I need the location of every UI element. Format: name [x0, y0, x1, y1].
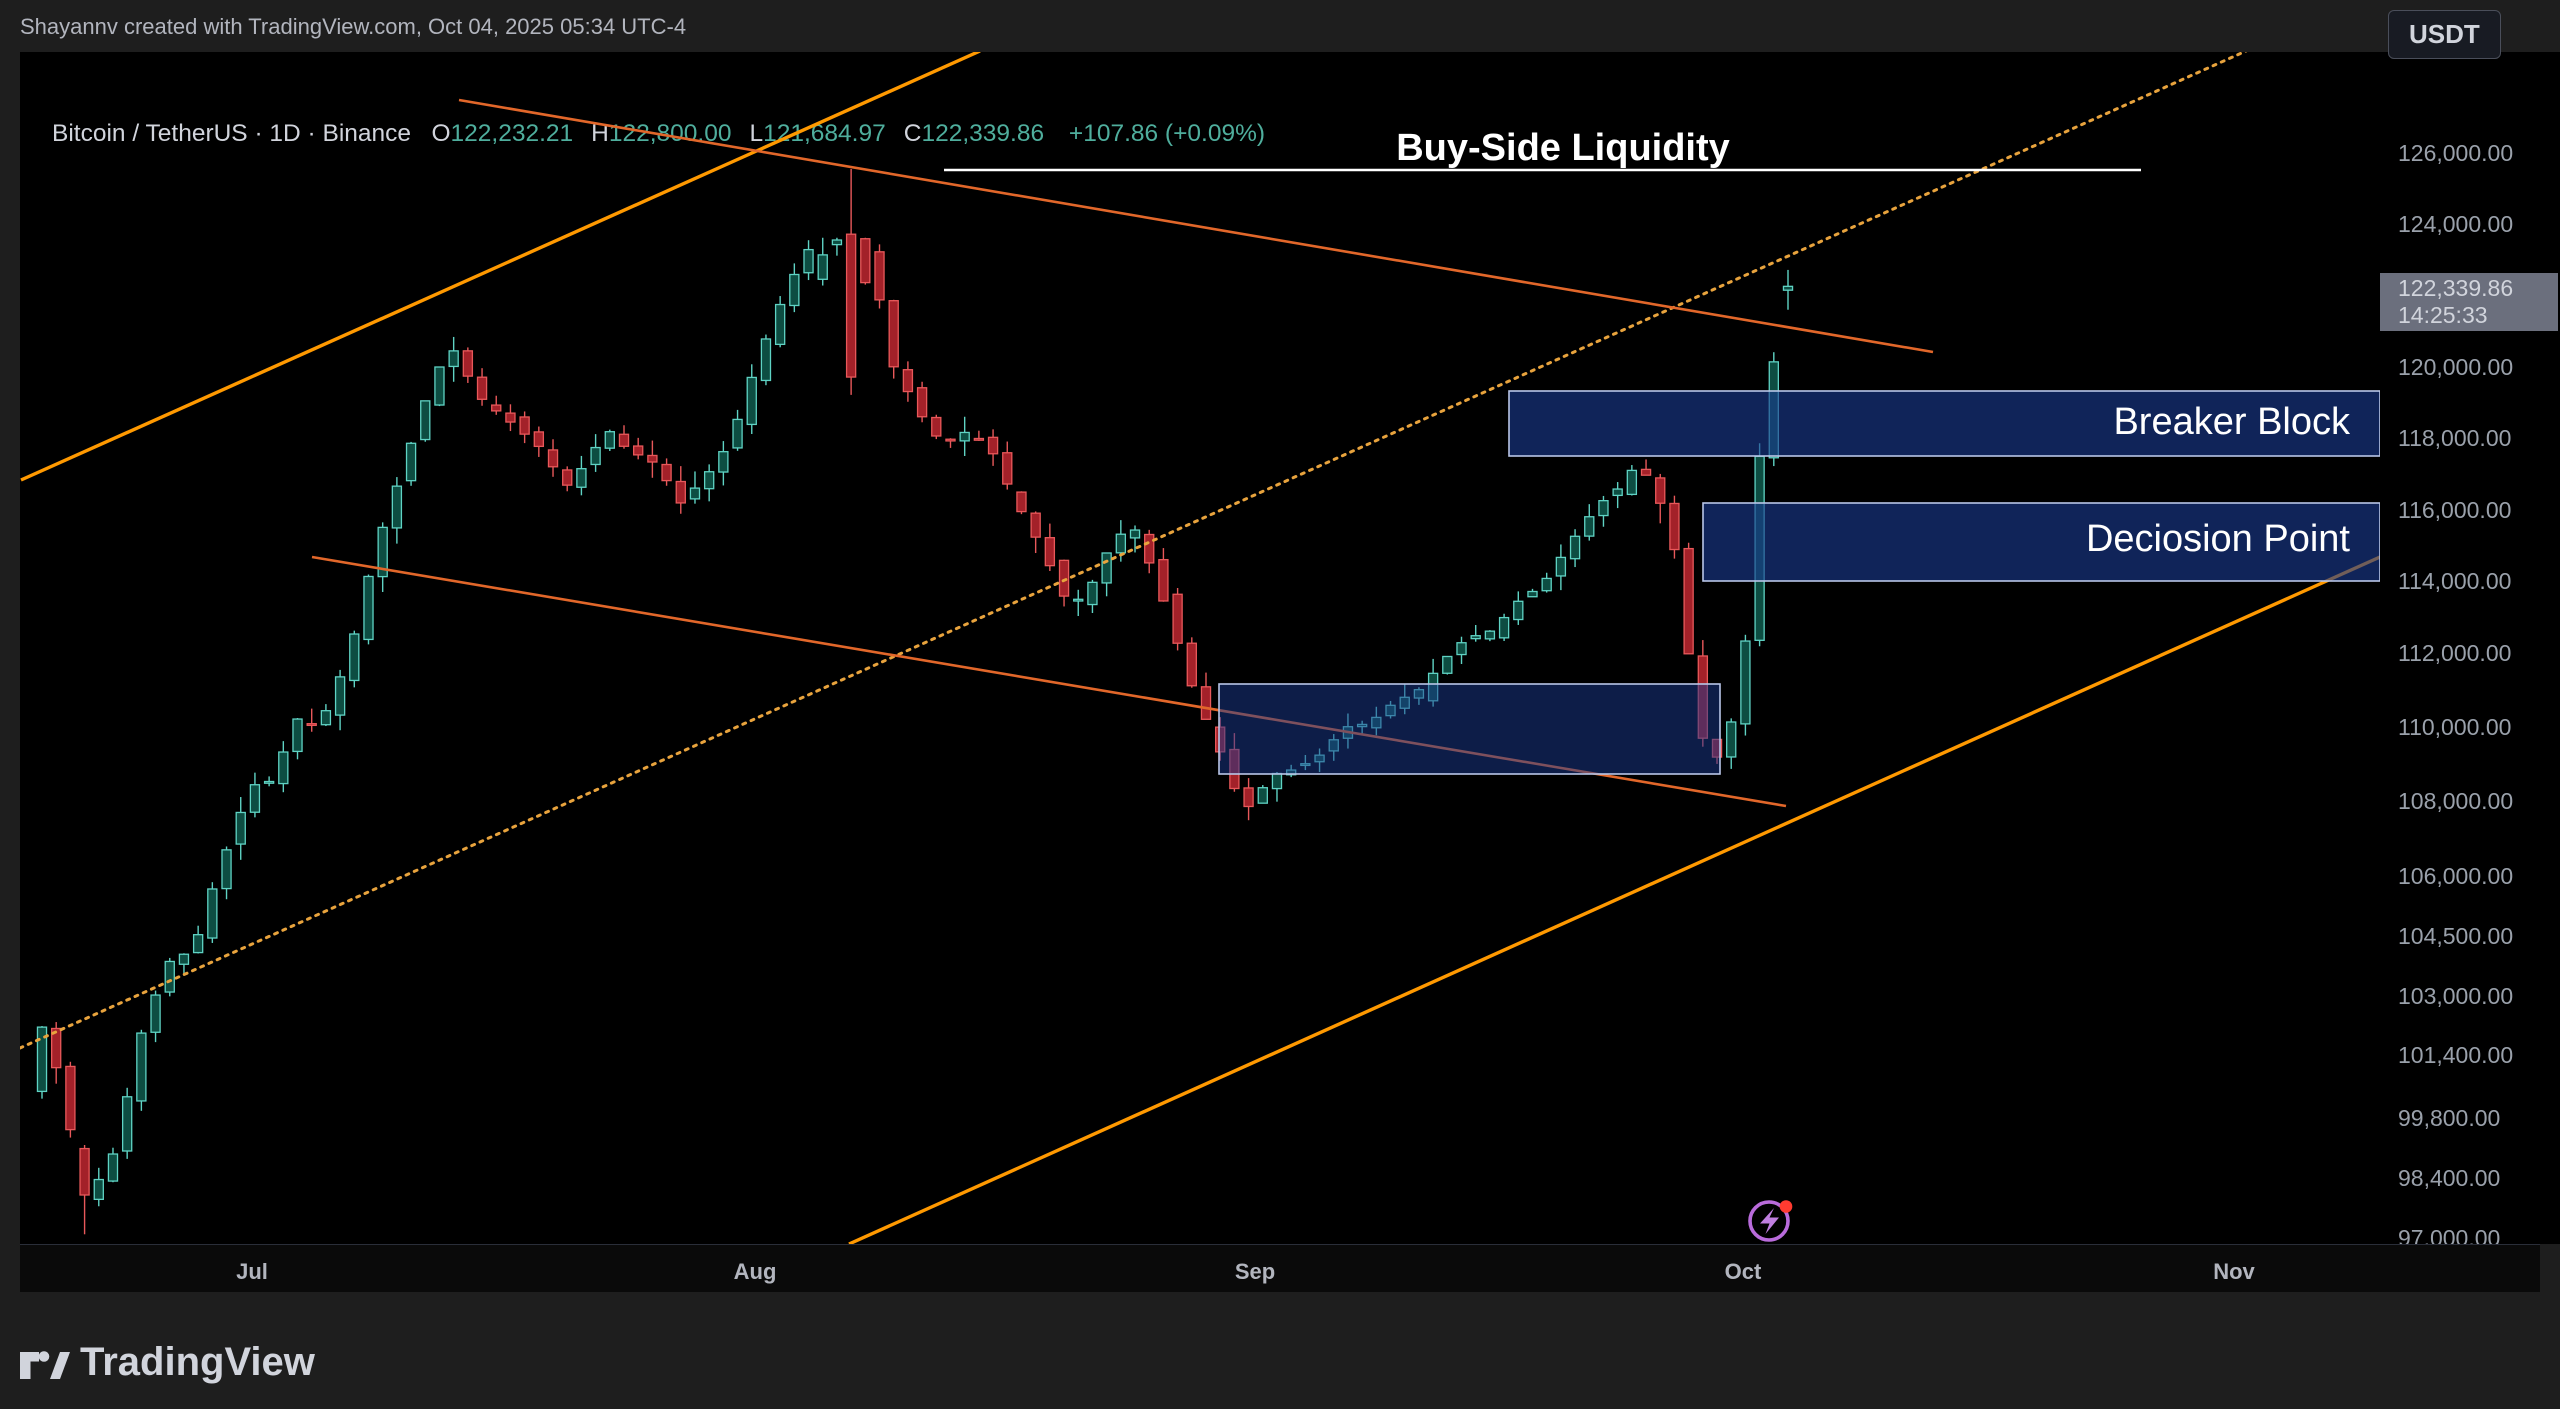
- svg-text:Breaker Block: Breaker Block: [2113, 401, 2351, 443]
- svg-text:Buy-Side Liquidity: Buy-Side Liquidity: [1396, 127, 1730, 169]
- svg-text:Deciosion Point: Deciosion Point: [2086, 518, 2350, 560]
